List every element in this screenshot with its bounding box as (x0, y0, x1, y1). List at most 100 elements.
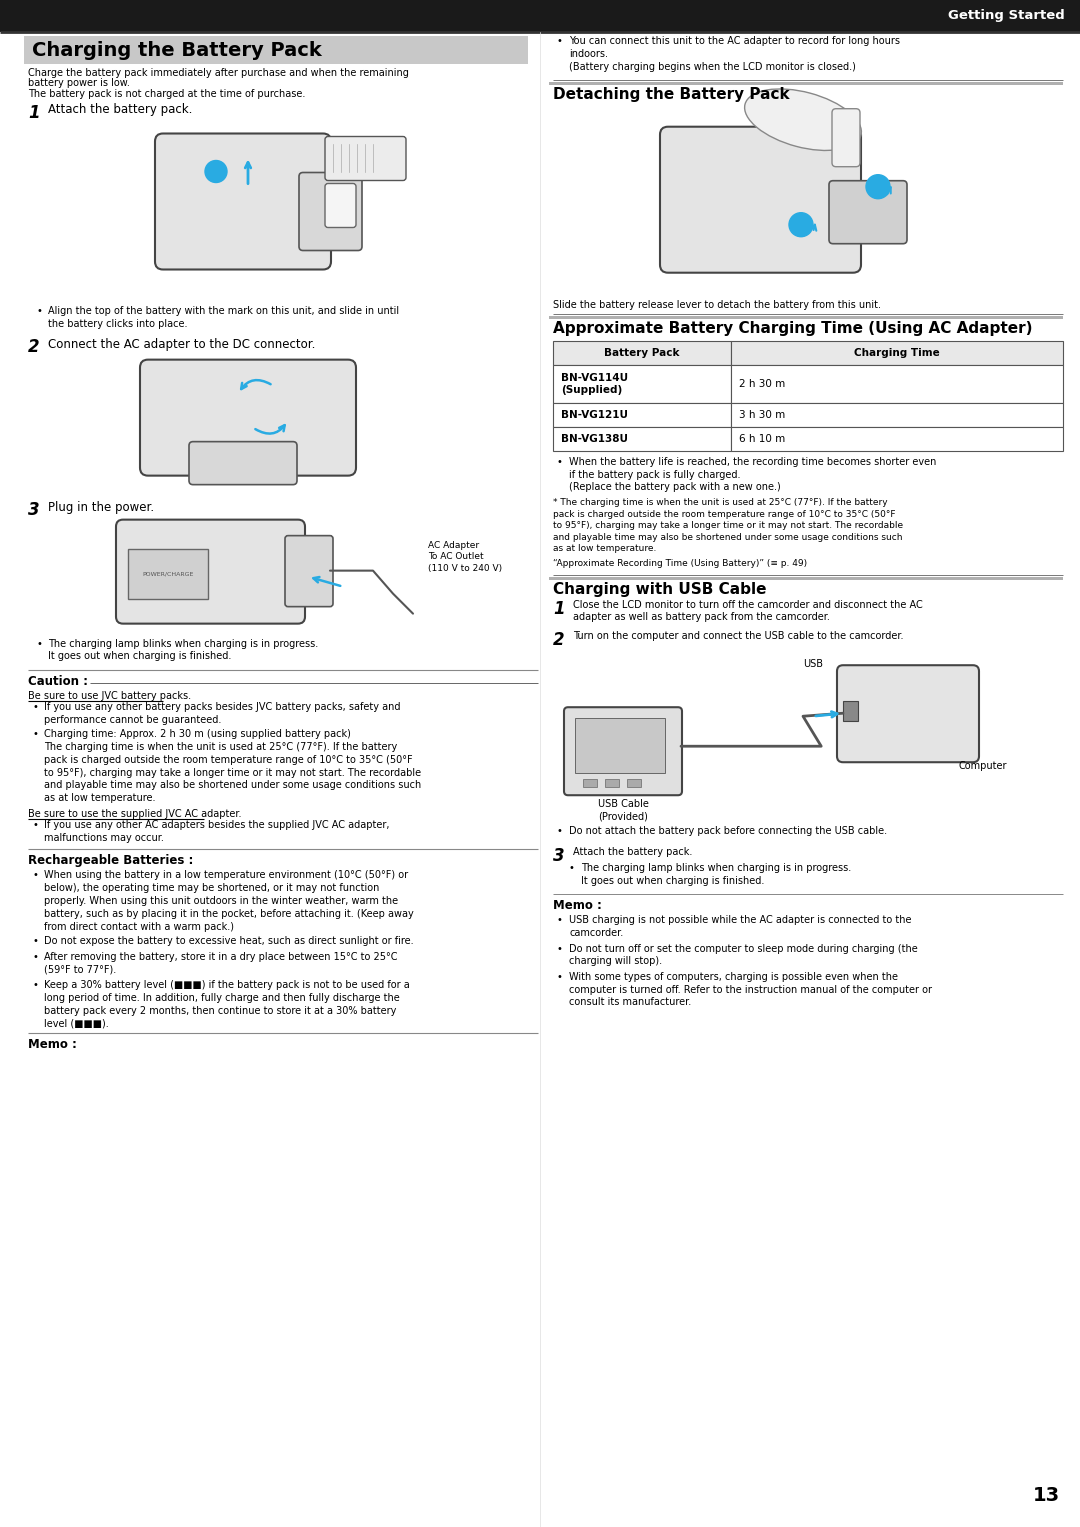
FancyBboxPatch shape (832, 108, 860, 166)
Text: Computer: Computer (959, 762, 1008, 771)
Bar (24, 37, 528, 64)
FancyBboxPatch shape (189, 441, 297, 484)
Bar (605, 779, 619, 788)
Text: •: • (557, 944, 563, 954)
Text: Close the LCD monitor to turn off the camcorder and disconnect the AC
adapter as: Close the LCD monitor to turn off the ca… (573, 600, 922, 623)
Bar (549, 316, 1063, 319)
Text: USB Cable
(Provided): USB Cable (Provided) (597, 799, 648, 822)
FancyBboxPatch shape (299, 173, 362, 250)
Text: 13: 13 (1032, 1486, 1059, 1506)
FancyBboxPatch shape (116, 519, 305, 623)
Bar (731, 341, 1063, 365)
Text: Attach the battery pack.: Attach the battery pack. (573, 847, 692, 857)
Text: •: • (569, 863, 575, 873)
Text: Be sure to use the supplied JVC AC adapter.: Be sure to use the supplied JVC AC adapt… (28, 809, 242, 818)
Text: Caution :: Caution : (28, 675, 87, 687)
Circle shape (205, 160, 227, 183)
Text: Approximate Battery Charging Time (Using AC Adapter): Approximate Battery Charging Time (Using… (553, 321, 1032, 336)
FancyBboxPatch shape (285, 536, 333, 606)
Text: 1: 1 (797, 223, 805, 232)
FancyBboxPatch shape (837, 666, 978, 762)
Text: 3 h 30 m: 3 h 30 m (739, 409, 785, 420)
FancyBboxPatch shape (564, 707, 681, 796)
Text: Rechargeable Batteries :: Rechargeable Batteries : (28, 855, 193, 867)
Bar (627, 779, 642, 788)
Bar (0, 0, 1080, 32)
Bar (731, 365, 1063, 403)
Text: The battery pack is not charged at the time of purchase.: The battery pack is not charged at the t… (28, 89, 306, 99)
FancyBboxPatch shape (325, 183, 356, 228)
Bar (553, 403, 731, 426)
Text: Battery Pack: Battery Pack (604, 348, 679, 357)
Text: Do not expose the battery to excessive heat, such as direct sunlight or fire.: Do not expose the battery to excessive h… (44, 936, 414, 947)
Text: •: • (557, 457, 563, 467)
Text: “Approximate Recording Time (Using Battery)” (≡ p. 49): “Approximate Recording Time (Using Batte… (553, 559, 807, 568)
Text: * The charging time is when the unit is used at 25°C (77°F). If the battery
pack: * The charging time is when the unit is … (553, 498, 903, 553)
Text: •: • (32, 951, 38, 962)
Text: Charging with USB Cable: Charging with USB Cable (553, 582, 767, 597)
Text: AC Adapter
To AC Outlet
(110 V to 240 V): AC Adapter To AC Outlet (110 V to 240 V) (428, 541, 502, 573)
Bar (731, 403, 1063, 426)
Text: Memo :: Memo : (28, 1038, 77, 1051)
Text: USB: USB (804, 660, 823, 669)
Text: Slide the battery release lever to detach the battery from this unit.: Slide the battery release lever to detac… (553, 299, 881, 310)
Text: 2: 2 (28, 337, 40, 356)
Text: •: • (32, 980, 38, 989)
Text: Charging the Battery Pack: Charging the Battery Pack (32, 41, 322, 60)
Text: BN-VG138U: BN-VG138U (561, 434, 627, 444)
Text: •: • (32, 820, 38, 831)
Text: If you use any other AC adapters besides the supplied JVC AC adapter,
malfunctio: If you use any other AC adapters besides… (44, 820, 390, 843)
Bar (843, 701, 858, 721)
Text: Do not turn off or set the computer to sleep mode during charging (the
charging : Do not turn off or set the computer to s… (569, 944, 918, 967)
Text: POWER/CHARGE: POWER/CHARGE (143, 571, 193, 576)
Text: After removing the battery, store it in a dry place between 15°C to 25°C
(59°F t: After removing the battery, store it in … (44, 951, 397, 974)
Bar (553, 365, 731, 403)
Text: Do not attach the battery pack before connecting the USB cable.: Do not attach the battery pack before co… (569, 826, 887, 837)
FancyBboxPatch shape (156, 133, 330, 269)
Bar (549, 577, 1063, 580)
Text: Getting Started: Getting Started (948, 9, 1065, 23)
FancyBboxPatch shape (325, 136, 406, 180)
FancyBboxPatch shape (660, 127, 861, 273)
Text: battery power is low.: battery power is low. (28, 78, 130, 89)
Text: USB charging is not possible while the AC adapter is connected to the
camcorder.: USB charging is not possible while the A… (569, 916, 912, 938)
Text: •: • (557, 826, 563, 837)
Text: •: • (32, 870, 38, 881)
Text: •: • (32, 702, 38, 712)
Text: 1: 1 (28, 104, 40, 122)
Text: •: • (557, 37, 563, 46)
Text: 1: 1 (553, 600, 565, 617)
Circle shape (789, 212, 813, 237)
Bar (549, 82, 1063, 84)
Text: Detaching the Battery Pack: Detaching the Battery Pack (553, 87, 789, 102)
Text: Turn on the computer and connect the USB cable to the camcorder.: Turn on the computer and connect the USB… (573, 631, 904, 641)
Text: When using the battery in a low temperature environment (10°C (50°F) or
below), : When using the battery in a low temperat… (44, 870, 414, 931)
FancyBboxPatch shape (829, 180, 907, 244)
Text: Charging Time: Charging Time (854, 348, 940, 357)
Text: 2: 2 (553, 631, 565, 649)
Text: With some types of computers, charging is possible even when the
computer is tur: With some types of computers, charging i… (569, 971, 932, 1008)
Text: BN-VG114U
(Supplied): BN-VG114U (Supplied) (561, 373, 629, 395)
Text: The charging time is when the unit is used at 25°C (77°F). If the battery
pack i: The charging time is when the unit is us… (44, 742, 421, 803)
FancyBboxPatch shape (140, 360, 356, 475)
Text: •: • (36, 638, 42, 649)
Text: Charge the battery pack immediately after purchase and when the remaining: Charge the battery pack immediately afte… (28, 69, 409, 78)
Text: Align the top of the battery with the mark on this unit, and slide in until
the : Align the top of the battery with the ma… (48, 307, 400, 330)
Text: Attach the battery pack.: Attach the battery pack. (48, 104, 192, 116)
Text: Plug in the power.: Plug in the power. (48, 501, 154, 513)
Text: Connect the AC adapter to the DC connector.: Connect the AC adapter to the DC connect… (48, 337, 315, 351)
Text: •: • (557, 971, 563, 982)
Text: The charging lamp blinks when charging is in progress.
It goes out when charging: The charging lamp blinks when charging i… (581, 863, 851, 886)
Bar (129, 548, 208, 599)
Text: •: • (32, 936, 38, 947)
Text: Memo :: Memo : (553, 899, 602, 913)
Text: The charging lamp blinks when charging is in progress.
It goes out when charging: The charging lamp blinks when charging i… (48, 638, 319, 661)
Text: If you use any other battery packs besides JVC battery packs, safety and
perform: If you use any other battery packs besid… (44, 702, 401, 725)
Text: Charging time: Approx. 2 h 30 m (using supplied battery pack): Charging time: Approx. 2 h 30 m (using s… (44, 730, 351, 739)
Text: You can connect this unit to the AC adapter to record for long hours
indoors.
(B: You can connect this unit to the AC adap… (569, 37, 900, 72)
Text: When the battery life is reached, the recording time becomes shorter even
if the: When the battery life is reached, the re… (569, 457, 936, 492)
Text: BN-VG121U: BN-VG121U (561, 409, 627, 420)
Text: •: • (557, 916, 563, 925)
Text: Be sure to use JVC battery packs.: Be sure to use JVC battery packs. (28, 690, 191, 701)
Circle shape (866, 174, 890, 199)
